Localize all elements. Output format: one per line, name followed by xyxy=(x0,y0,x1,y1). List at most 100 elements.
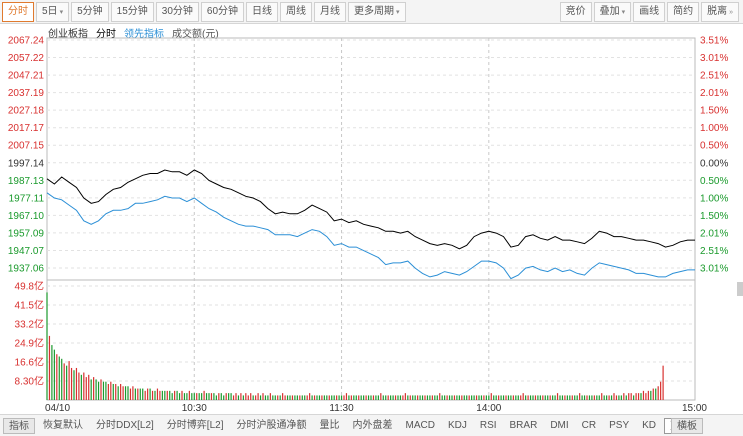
period-tab-label: 30分钟 xyxy=(161,5,193,17)
chart-tools: 竞价 叠加 ▾ 画线 简约 脱离» xyxy=(558,2,739,22)
volume-tick-label: 16.6亿 xyxy=(15,356,44,369)
pct-tick-label: 2.01% xyxy=(700,88,728,99)
tool-tab-label: 脱离 xyxy=(707,6,728,17)
indicator-tab-9[interactable]: RSI xyxy=(479,419,497,431)
period-tab-5[interactable]: 60分钟 xyxy=(200,1,245,22)
price-tick-label: 2047.21 xyxy=(8,71,45,82)
volume-tick-label: 24.9亿 xyxy=(15,337,44,350)
indicator-toolbar: 指标 恢复默认 分时DDX[L2] 分时博弈[L2] 分时沪股通净额 量比 内外盘差 MACD… xyxy=(0,414,743,436)
pct-tick-label: 1.50% xyxy=(700,211,728,222)
pct-tick-label: 1.50% xyxy=(700,106,728,117)
caret-down-icon: ▾ xyxy=(621,9,626,16)
pct-tick-label: 3.01% xyxy=(700,53,728,64)
tool-tab-label: 叠加 xyxy=(599,6,620,17)
pct-tick-label: 0.50% xyxy=(700,176,728,187)
pct-tick-label: 1.00% xyxy=(700,123,728,134)
horizontal-layout-button[interactable]: 横板 xyxy=(671,417,703,434)
legend-volume: 成交额(元) xyxy=(172,29,219,40)
time-tick-label: 04/10 xyxy=(45,403,70,414)
indicator-tab-2[interactable]: 分时DDX[L2] xyxy=(96,419,154,431)
side-expander[interactable] xyxy=(737,282,743,296)
tool-tab-label: 画线 xyxy=(639,6,660,17)
tool-tab-label: 简约 xyxy=(673,6,694,17)
volume-tick-label: 8.30亿 xyxy=(15,375,44,388)
leading-line xyxy=(46,192,695,280)
indicator-tab-1[interactable]: 恢复默认 xyxy=(43,419,83,431)
double-arrow-icon: » xyxy=(729,9,733,16)
indicator-tab-14[interactable]: KD xyxy=(642,419,657,431)
indicator-tab-10[interactable]: BRAR xyxy=(509,419,538,431)
price-tick-label: 2007.15 xyxy=(8,141,45,152)
price-tick-label: 1947.07 xyxy=(8,246,45,257)
time-tick-label: 11:30 xyxy=(329,403,354,414)
indicator-tab-12[interactable]: CR xyxy=(581,419,597,431)
caret-down-icon: ▾ xyxy=(396,8,400,16)
indicator-tab-13[interactable]: PSY xyxy=(609,419,630,431)
period-tab-9[interactable]: 更多周期 ▾ xyxy=(348,1,406,22)
price-tick-label: 1957.09 xyxy=(8,228,45,239)
legend-leading: 领先指标 xyxy=(124,29,164,40)
period-tab-label: 5日 xyxy=(42,5,58,17)
indicator-tab-5[interactable]: 量比 xyxy=(319,419,340,431)
period-tab-0[interactable]: 分时 xyxy=(2,1,34,22)
price-tick-label: 2067.24 xyxy=(8,36,45,47)
pct-tick-label: 0.50% xyxy=(700,141,728,152)
price-line xyxy=(46,169,695,250)
tool-tab-1[interactable]: 叠加 ▾ xyxy=(593,2,632,22)
price-tick-label: 2037.19 xyxy=(8,88,45,99)
period-tab-label: 更多周期 xyxy=(354,5,395,17)
pct-tick-label: 0.00% xyxy=(700,158,728,169)
period-toolbar: 分时 5日 ▾ 5分钟 15分钟 30分钟 60分钟 日线 周线 月线 更多周期 ▾ 竞价 叠加 ▾ 画线 简约… xyxy=(0,0,743,24)
tool-tab-0[interactable]: 竞价 xyxy=(559,2,592,22)
period-tab-label: 5分钟 xyxy=(77,5,103,17)
period-tab-8[interactable]: 月线 xyxy=(314,1,347,22)
indicator-tab-11[interactable]: DMI xyxy=(550,419,569,431)
period-tab-label: 月线 xyxy=(320,5,341,17)
period-tab-label: 15分钟 xyxy=(116,5,148,17)
period-tab-label: 60分钟 xyxy=(206,5,239,17)
period-tab-7[interactable]: 周线 xyxy=(280,1,313,22)
caret-down-icon: ▾ xyxy=(59,8,64,16)
tool-tab-3[interactable]: 简约 xyxy=(667,2,700,22)
period-tab-label: 周线 xyxy=(286,5,307,17)
period-tab-2[interactable]: 5分钟 xyxy=(71,1,109,22)
pct-tick-label: 3.51% xyxy=(700,36,728,47)
period-tab-6[interactable]: 日线 xyxy=(246,1,279,22)
indicator-tab-3[interactable]: 分时博弈[L2] xyxy=(166,419,224,431)
pct-tick-label: 2.51% xyxy=(700,246,728,257)
period-tab-4[interactable]: 30分钟 xyxy=(155,1,199,22)
price-tick-label: 2057.22 xyxy=(8,53,45,64)
indicator-tab-0[interactable]: 指标 xyxy=(3,417,35,434)
period-tab-label: 分时 xyxy=(8,5,28,17)
legend-index-name: 创业板指 xyxy=(48,29,88,40)
price-tick-label: 1967.10 xyxy=(8,211,45,222)
period-tab-label: 日线 xyxy=(252,5,273,17)
tool-tab-2[interactable]: 画线 xyxy=(633,2,666,22)
chart-legend: 创业板指 分时 领先指标 成交额(元) xyxy=(48,25,219,40)
pct-tick-label: 2.01% xyxy=(700,228,728,239)
tool-tab-label: 竞价 xyxy=(565,6,586,17)
volume-tick-label: 49.8亿 xyxy=(15,280,44,293)
indicator-tab-8[interactable]: KDJ xyxy=(447,419,467,431)
legend-mode: 分时 xyxy=(96,29,116,40)
price-tick-label: 1977.11 xyxy=(9,193,45,204)
price-tick-label: 1937.06 xyxy=(8,264,45,275)
pct-tick-label: 2.51% xyxy=(700,71,728,82)
time-tick-label: 14:00 xyxy=(476,403,501,414)
volume-tick-label: 33.2亿 xyxy=(15,318,44,331)
indicator-tab-7[interactable]: MACD xyxy=(405,419,435,431)
pct-tick-label: 1.00% xyxy=(700,193,728,204)
price-tick-label: 2017.17 xyxy=(8,123,45,134)
price-tick-label: 1997.14 xyxy=(8,158,45,169)
period-tab-3[interactable]: 15分钟 xyxy=(110,1,154,22)
period-tab-1[interactable]: 5日 ▾ xyxy=(36,1,70,22)
pct-tick-label: 3.01% xyxy=(700,264,728,275)
volume-tick-label: 41.5亿 xyxy=(15,299,44,312)
tool-tab-4[interactable]: 脱离» xyxy=(701,2,739,22)
price-tick-label: 1987.13 xyxy=(8,176,45,187)
time-tick-label: 15:00 xyxy=(682,403,707,414)
indicator-tab-6[interactable]: 内外盘差 xyxy=(352,419,393,431)
price-tick-label: 2027.18 xyxy=(8,106,45,117)
indicator-tab-4[interactable]: 分时沪股通净额 xyxy=(236,419,307,431)
